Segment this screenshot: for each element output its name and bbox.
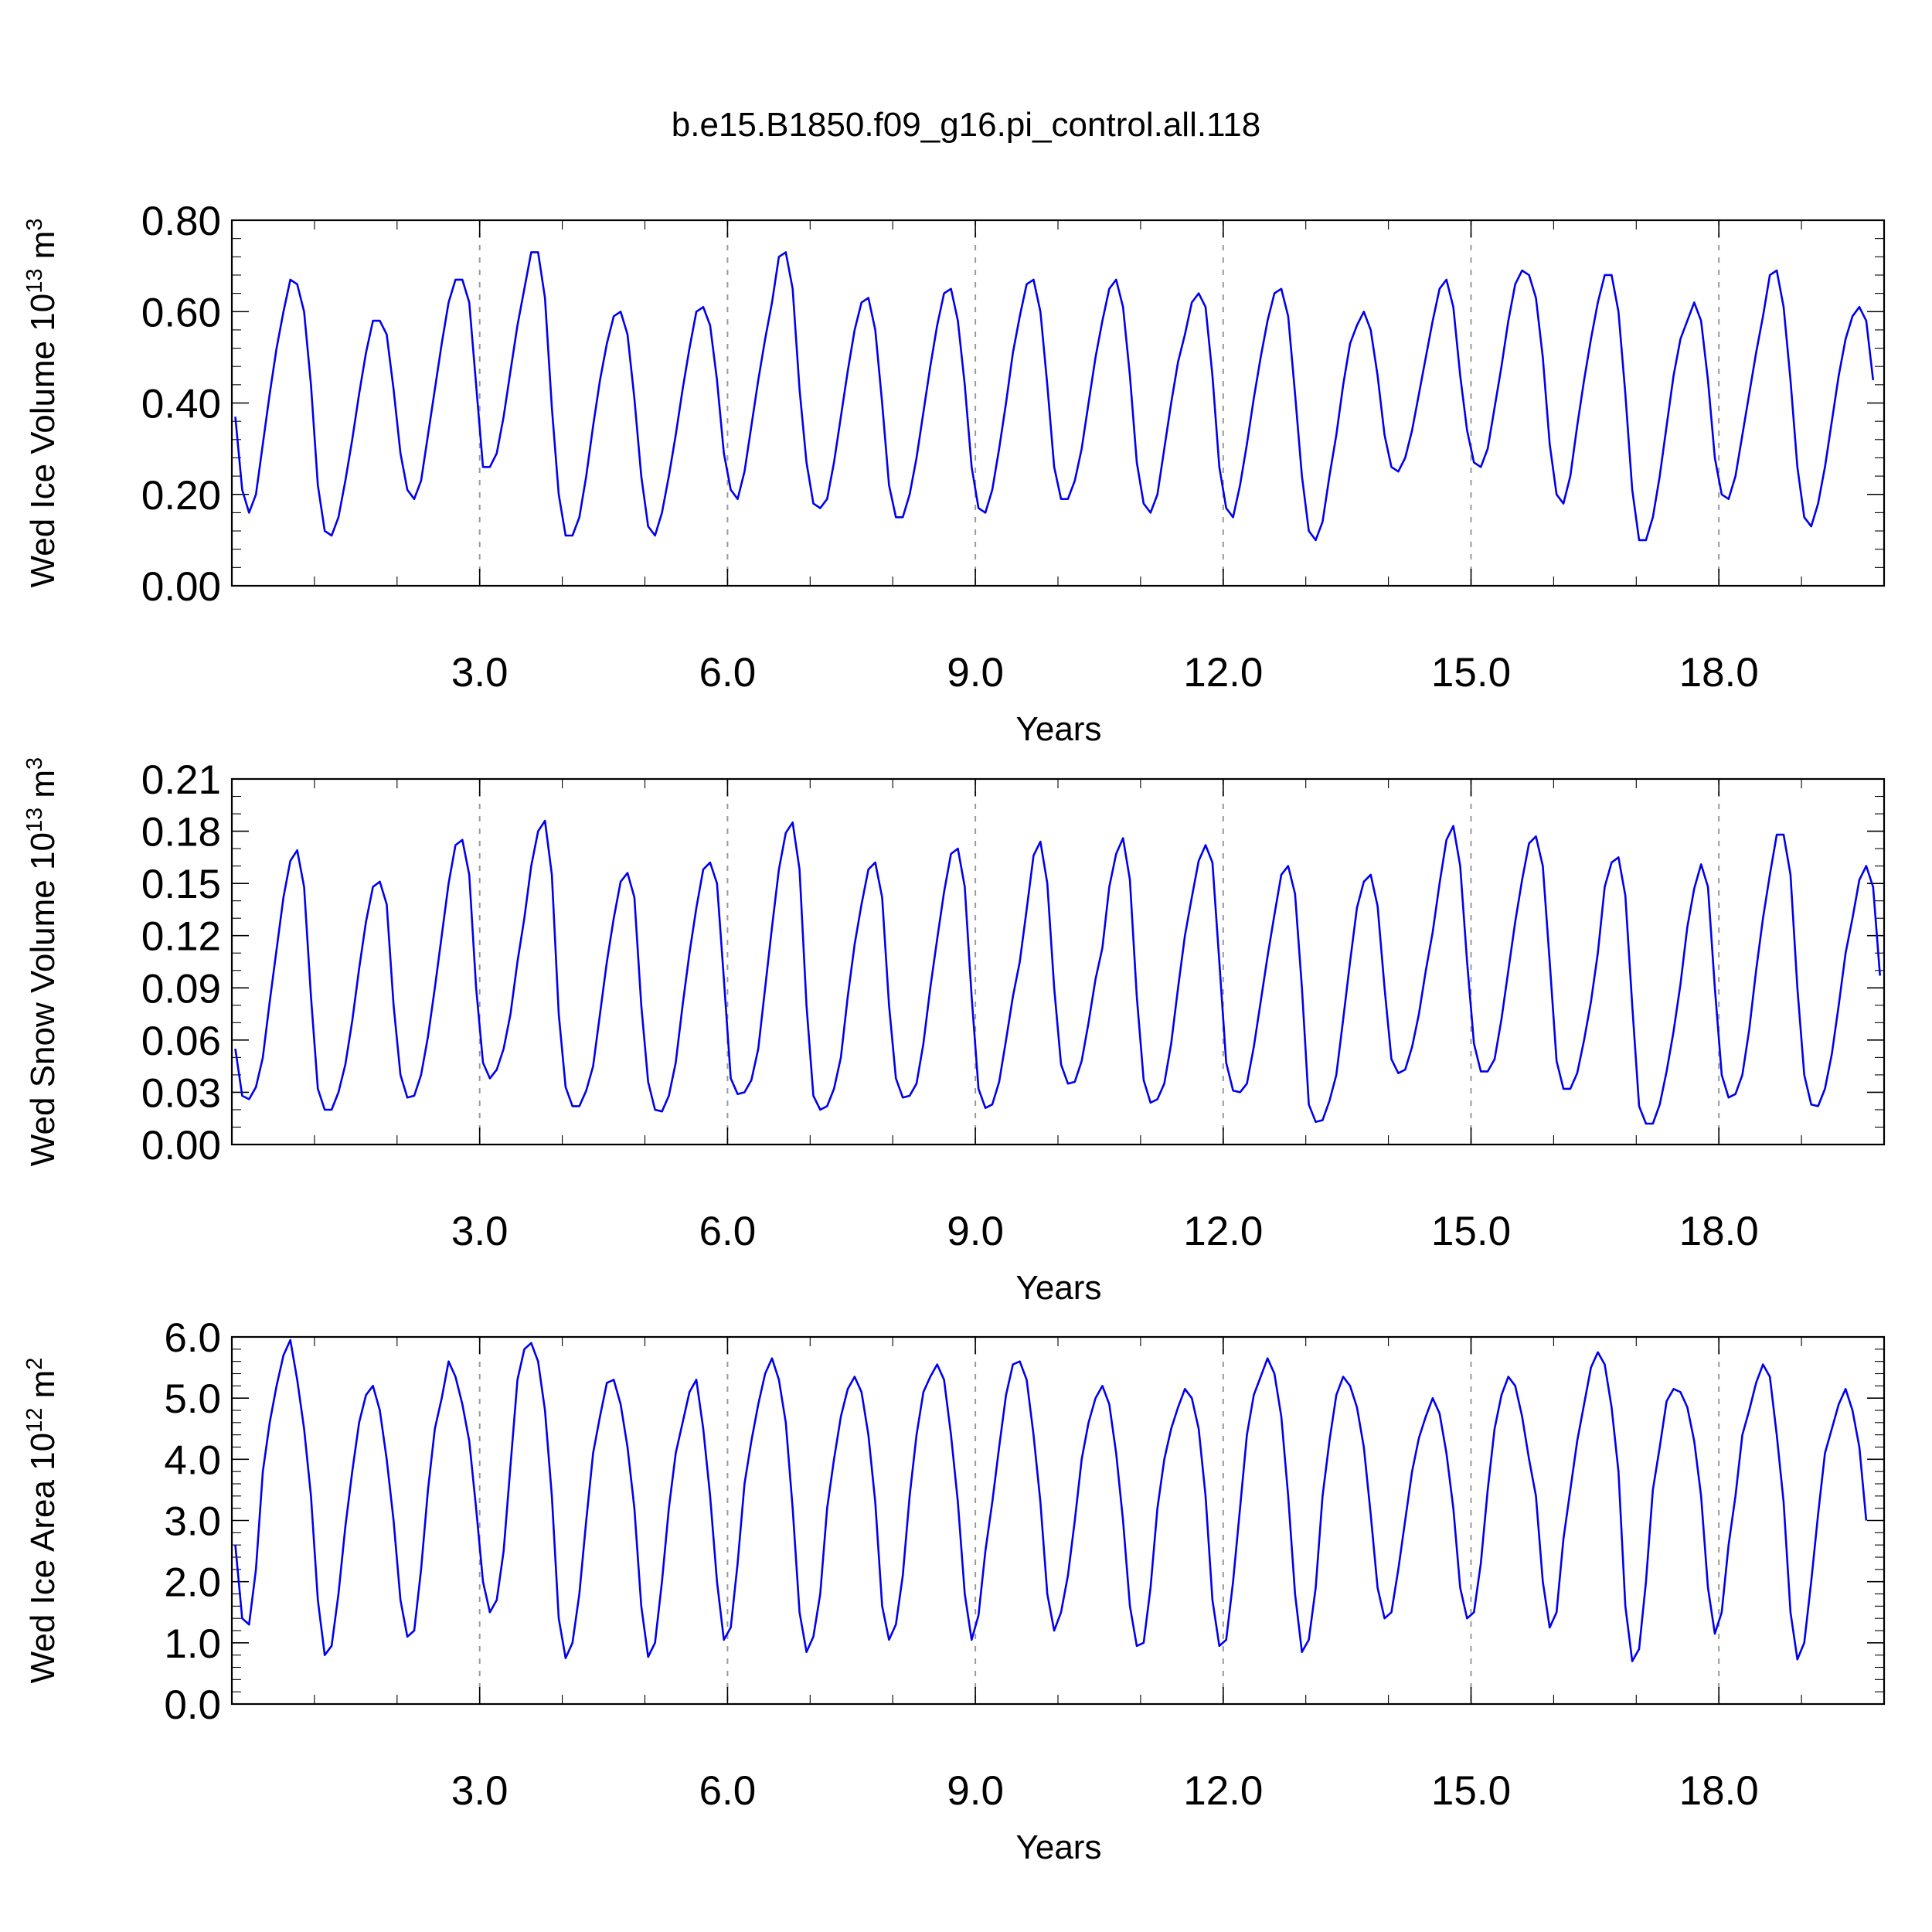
- x-tick-label: 6.0: [699, 1768, 757, 1814]
- y-axis-label-exponent: 13: [22, 808, 47, 832]
- y-axis-label-main: Wed Ice Area 10: [24, 1433, 62, 1684]
- y-tick-label: 5.0: [164, 1376, 221, 1422]
- y-axis-label-unit-exponent: 2: [22, 1358, 47, 1370]
- x-tick-label: 18.0: [1679, 650, 1759, 696]
- y-axis-label-exponent: 13: [22, 269, 47, 294]
- series-line: [234, 1338, 1868, 1662]
- x-tick-label: 9.0: [947, 1768, 1004, 1814]
- x-tick-label: 6.0: [699, 650, 757, 696]
- y-tick-label: 0.09: [141, 966, 221, 1012]
- plot-frame: [230, 1335, 1886, 1706]
- series-line: [234, 251, 1875, 542]
- x-tick-label: 12.0: [1183, 650, 1263, 696]
- y-tick-label: 2.0: [164, 1560, 221, 1606]
- y-tick-label: 4.0: [164, 1437, 221, 1483]
- y-tick-label: 0.00: [141, 564, 221, 610]
- x-axis-label: Years: [1016, 1269, 1102, 1307]
- y-tick-label: 3.0: [164, 1499, 221, 1545]
- x-tick-label: 12.0: [1183, 1209, 1263, 1254]
- y-tick-label: 1.0: [164, 1621, 221, 1667]
- figure-title: b.e15.B1850.f09_g16.pi_control.all.118: [672, 106, 1260, 144]
- x-tick-label: 15.0: [1431, 1209, 1511, 1254]
- x-axis-label: Years: [1016, 1828, 1102, 1866]
- y-tick-label: 0.12: [141, 914, 221, 960]
- x-tick-label: 3.0: [451, 1209, 509, 1254]
- y-tick-label: 0.15: [141, 862, 221, 907]
- panel-ice-volume: 0.00 0.20 0.40 0.60 0.80 3.0 6.0 9.0 12.0 15.0 18.…: [22, 199, 1886, 748]
- y-axis-label-exponent: 12: [22, 1408, 47, 1433]
- y-axis-label: Wed Snow Volume 1013 m3: [22, 757, 62, 1166]
- y-tick-label: 0.03: [141, 1070, 221, 1116]
- y-axis-label-unit: m: [24, 231, 62, 269]
- y-axis-label-main: Wed Ice Volume 10: [24, 294, 62, 588]
- x-tick-label: 3.0: [451, 650, 509, 696]
- panel-ice-area: 0.0 1.0 2.0 3.0 4.0 5.0 6.0 3.0 6.0 9.0 12.0 15.0 18…: [22, 1315, 1886, 1866]
- y-tick-label: 0.0: [164, 1682, 221, 1728]
- y-axis-label: Wed Ice Volume 1013 m3: [22, 218, 62, 587]
- y-tick-label: 0.40: [141, 382, 221, 427]
- x-axis-label: Years: [1016, 710, 1102, 748]
- y-tick-label: 0.00: [141, 1123, 221, 1168]
- y-tick-label: 6.0: [164, 1315, 221, 1361]
- y-tick-label: 0.20: [141, 473, 221, 519]
- y-axis-label-unit: m: [24, 770, 62, 808]
- x-tick-label: 18.0: [1679, 1768, 1759, 1814]
- x-tick-label: 3.0: [451, 1768, 509, 1814]
- y-tick-label: 0.21: [141, 757, 221, 803]
- x-tick-label: 18.0: [1679, 1209, 1759, 1254]
- y-tick-label: 0.06: [141, 1019, 221, 1064]
- x-tick-label: 6.0: [699, 1209, 757, 1254]
- y-tick-label: 0.80: [141, 199, 221, 244]
- panel-snow-volume: 0.00 0.03 0.06 0.09 0.12 0.15 0.18 0.21 3.0 6.0 9.…: [22, 757, 1886, 1307]
- y-tick-label: 0.18: [141, 810, 221, 855]
- x-tick-label: 9.0: [947, 650, 1004, 696]
- x-tick-label: 15.0: [1431, 1768, 1511, 1814]
- plot-frame: [230, 777, 1886, 1146]
- series-line: [234, 819, 1881, 1125]
- y-axis-label-unit-exponent: 3: [22, 757, 47, 770]
- y-axis-label-main: Wed Snow Volume 10: [24, 832, 62, 1166]
- x-tick-label: 15.0: [1431, 650, 1511, 696]
- y-axis-label-unit-exponent: 3: [22, 218, 47, 230]
- y-axis-label-unit: m: [24, 1370, 62, 1408]
- y-axis-label: Wed Ice Area 1012 m2: [22, 1358, 62, 1684]
- plot-frame: [230, 219, 1886, 587]
- x-tick-label: 12.0: [1183, 1768, 1263, 1814]
- x-tick-label: 9.0: [947, 1209, 1004, 1254]
- y-tick-label: 0.60: [141, 290, 221, 335]
